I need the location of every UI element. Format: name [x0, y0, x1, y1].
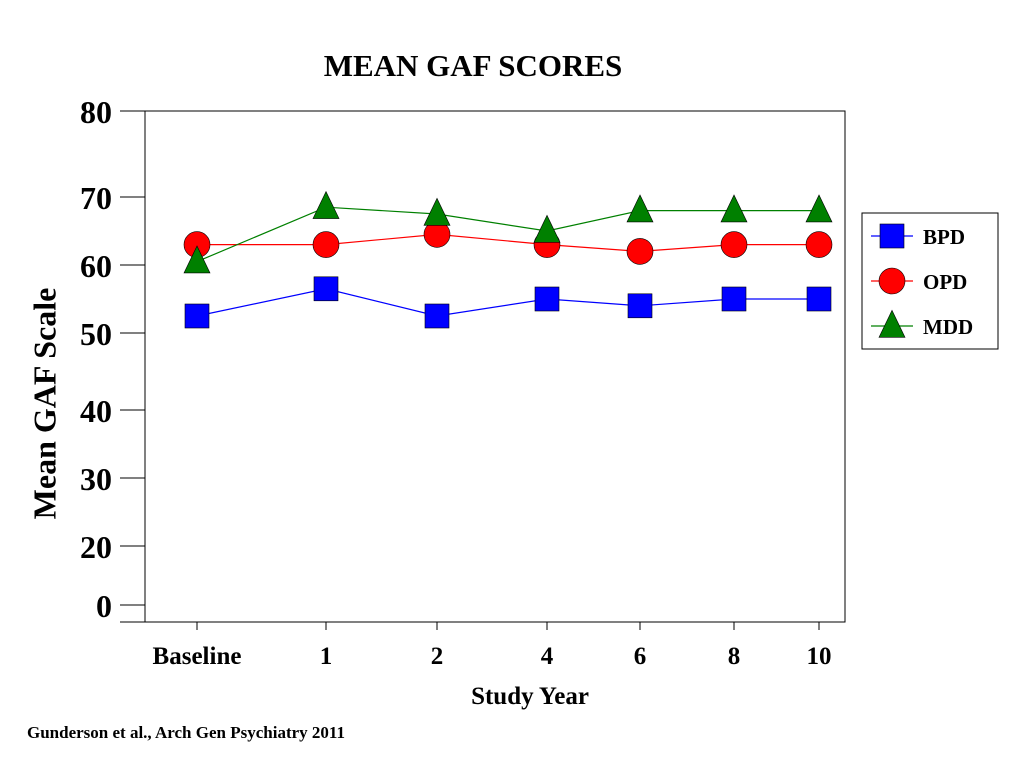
y-tick-label: 60 — [80, 248, 112, 284]
bpd-marker — [721, 286, 747, 312]
y-tick-label: 50 — [80, 316, 112, 352]
series-layer — [183, 190, 833, 329]
x-tick-label: 10 — [807, 643, 832, 670]
y-tick-label: 80 — [80, 94, 112, 130]
mdd-marker — [423, 197, 451, 226]
opd-marker — [312, 231, 340, 258]
y-tick-label: 40 — [80, 393, 112, 429]
y-ticks: 0 20 30 40 50 60 70 80 — [80, 94, 145, 624]
opd-marker — [720, 231, 748, 258]
citation: Gunderson et al., Arch Gen Psychiatry 20… — [27, 723, 345, 742]
opd-marker — [805, 231, 833, 258]
x-tick-label: 8 — [728, 643, 741, 670]
legend-marker-mdd — [878, 309, 906, 338]
y-axis-label: Mean GAF Scale — [26, 287, 63, 520]
y-tick-label: 0 — [96, 588, 112, 624]
bpd-marker — [806, 286, 832, 312]
legend-marker-bpd — [879, 223, 905, 249]
chart-title: MEAN GAF SCORES — [323, 48, 623, 83]
axes — [120, 110, 846, 623]
x-tick-label: 6 — [634, 643, 647, 670]
mdd-marker — [805, 194, 833, 223]
legend: BPD OPD MDD — [861, 212, 999, 350]
y-tick-label: 30 — [80, 461, 112, 497]
plot-frame — [144, 110, 846, 623]
bpd-marker — [534, 286, 560, 312]
x-tick-label: 4 — [541, 643, 554, 670]
x-ticks: Baseline 1 2 4 6 8 10 — [153, 622, 832, 670]
bpd-marker — [424, 303, 450, 329]
x-axis-label: Study Year — [471, 683, 589, 710]
bpd-marker — [627, 293, 653, 319]
legend-label: MDD — [923, 315, 973, 339]
legend-label: OPD — [923, 270, 967, 294]
mdd-marker — [626, 194, 654, 223]
x-tick-label: 2 — [431, 643, 444, 670]
bpd-marker — [184, 303, 210, 329]
mdd-marker — [720, 194, 748, 223]
x-tick-label: 1 — [320, 643, 333, 670]
legend-marker-opd — [878, 267, 906, 295]
y-tick-label: 70 — [80, 180, 112, 216]
x-tick-label: Baseline — [153, 643, 242, 670]
mdd-marker — [533, 214, 561, 243]
legend-label: BPD — [923, 225, 965, 249]
y-tick-label: 20 — [80, 529, 112, 565]
mdd-marker — [312, 190, 340, 219]
bpd-marker — [313, 276, 339, 302]
mdd-marker — [183, 245, 211, 274]
opd-marker — [626, 238, 654, 265]
